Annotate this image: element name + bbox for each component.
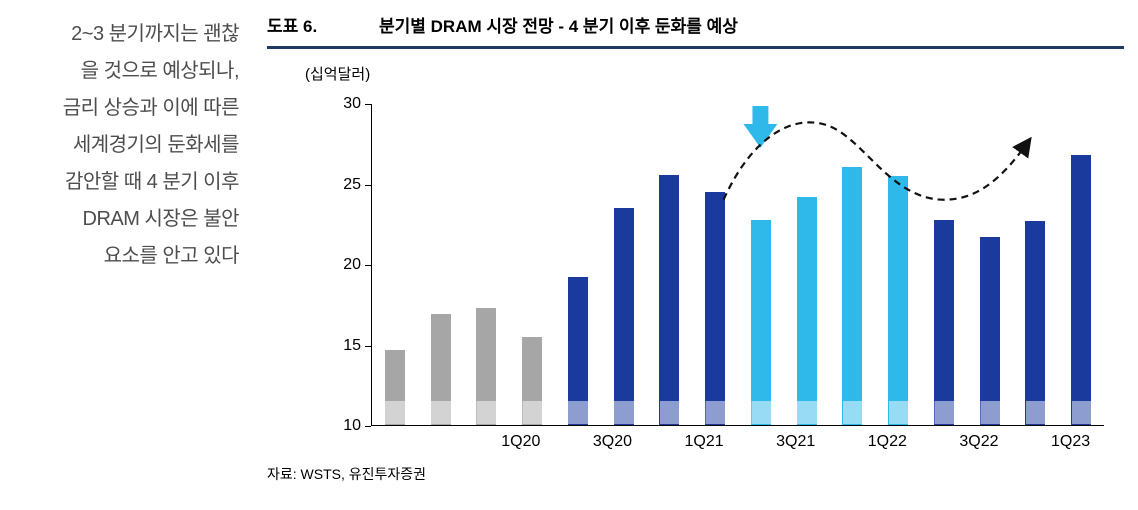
plot-column: 1Q203Q201Q213Q211Q223Q221Q233Q23 bbox=[371, 104, 1104, 451]
bar-slot-2Q20 bbox=[418, 104, 464, 425]
y-tick-mark bbox=[365, 265, 371, 266]
bar-slot-4Q23 bbox=[1058, 104, 1104, 425]
commentary-line: 세계경기의 둔화세를 bbox=[72, 134, 240, 156]
bar-4Q20 bbox=[522, 336, 543, 425]
x-axis: 1Q20 3Q20 1Q21 3Q21 1Q22 3Q22 1Q23 3Q23 bbox=[475, 426, 1138, 451]
exhibit-label: 도표 6. bbox=[267, 17, 318, 36]
bar-2Q23 bbox=[979, 237, 1000, 425]
bar-2Q22 bbox=[796, 197, 817, 425]
chart-body: 10 15 20 25 30 1Q20 3Q20 1Q21 bbox=[267, 95, 1124, 451]
y-tick-30: 30 bbox=[343, 95, 371, 113]
bar-slot-1Q21 bbox=[555, 104, 601, 425]
bar-slot-1Q23 bbox=[921, 104, 967, 425]
y-tick-20: 20 bbox=[343, 256, 371, 274]
chart-section: 도표 6. 분기별 DRAM 시장 전망 - 4 분기 이후 둔화를 예상 (십… bbox=[267, 10, 1124, 510]
bar-slot-2Q22 bbox=[784, 104, 830, 425]
bar-slot-4Q22 bbox=[875, 104, 921, 425]
x-tick-3Q23: 3Q23 bbox=[1116, 433, 1138, 451]
bar-slot-4Q20 bbox=[509, 104, 555, 425]
commentary-line: DRAM 시장은 불안 bbox=[82, 208, 240, 230]
chart-title: 분기별 DRAM 시장 전망 - 4 분기 이후 둔화를 예상 bbox=[379, 17, 738, 36]
y-tick-mark bbox=[365, 104, 371, 105]
bars bbox=[372, 104, 1104, 425]
y-tick-10: 10 bbox=[343, 417, 371, 435]
bar-2Q21 bbox=[613, 208, 634, 425]
bar-slot-3Q23 bbox=[1013, 104, 1059, 425]
y-tick-25: 25 bbox=[343, 176, 371, 194]
bar-1Q20 bbox=[384, 349, 405, 425]
bar-3Q21 bbox=[659, 174, 680, 425]
bar-3Q23 bbox=[1025, 221, 1046, 425]
bar-2Q20 bbox=[430, 314, 451, 425]
x-tick-1Q21: 1Q21 bbox=[684, 433, 724, 450]
commentary-line: 요소를 안고 있다 bbox=[103, 245, 240, 267]
commentary-line: 2~3 분기까지는 괜찮 bbox=[71, 23, 239, 45]
bar-slot-3Q20 bbox=[464, 104, 510, 425]
commentary-line: 금리 상승과 이에 따른 bbox=[62, 97, 240, 119]
bar-1Q21 bbox=[567, 277, 588, 425]
chart-header: 도표 6. 분기별 DRAM 시장 전망 - 4 분기 이후 둔화를 예상 bbox=[267, 12, 1124, 49]
x-tick-1Q23: 1Q23 bbox=[1050, 433, 1091, 450]
unit-label: (십억달러) bbox=[305, 66, 371, 83]
plot-area bbox=[371, 104, 1104, 426]
bar-slot-1Q22 bbox=[738, 104, 784, 425]
x-tick-3Q22: 3Q22 bbox=[959, 433, 999, 450]
bar-4Q23 bbox=[1071, 155, 1092, 425]
bar-3Q20 bbox=[476, 307, 497, 425]
y-tick-mark bbox=[365, 426, 371, 427]
bar-3Q22 bbox=[842, 166, 863, 425]
bar-slot-4Q21 bbox=[692, 104, 738, 425]
x-tick-3Q21: 3Q21 bbox=[776, 433, 816, 450]
source-note: 자료: WSTS, 유진투자증권 bbox=[267, 466, 427, 482]
y-tick-mark bbox=[365, 184, 371, 186]
x-tick-3Q20: 3Q20 bbox=[592, 433, 632, 450]
bar-slot-2Q21 bbox=[601, 104, 647, 425]
bar-slot-1Q20 bbox=[372, 104, 418, 425]
x-tick-1Q22: 1Q22 bbox=[867, 433, 907, 450]
commentary-line: 을 것으로 예상되나, bbox=[80, 60, 240, 82]
bar-slot-3Q21 bbox=[647, 104, 693, 425]
y-axis: 10 15 20 25 30 bbox=[267, 95, 371, 434]
bar-slot-2Q23 bbox=[967, 104, 1013, 425]
bar-1Q23 bbox=[933, 219, 954, 425]
bar-1Q22 bbox=[750, 219, 771, 425]
bar-slot-3Q22 bbox=[830, 104, 876, 425]
y-tick-mark bbox=[365, 345, 371, 347]
x-tick-1Q20: 1Q20 bbox=[501, 433, 541, 450]
bar-4Q22 bbox=[888, 176, 909, 425]
commentary-line: 감안할 때 4 분기 이후 bbox=[64, 171, 240, 193]
bar-4Q21 bbox=[705, 192, 726, 425]
y-tick-15: 15 bbox=[343, 337, 371, 355]
